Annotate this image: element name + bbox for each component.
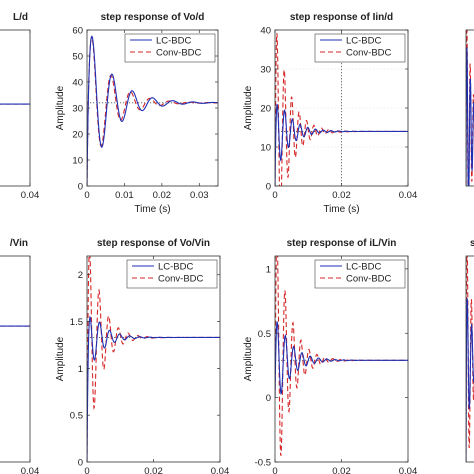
axes-box bbox=[0, 29, 31, 187]
subplot-2: 0 0.01 0.02 0.03 0 10 20 30 40 50 60 step response … bbox=[55, 12, 219, 215]
x-tick-label: 0 bbox=[84, 466, 89, 474]
y-tick-label: 1 bbox=[78, 364, 83, 375]
y-tick-label: 40 bbox=[260, 26, 271, 37]
y-axis-label: Amplitude bbox=[243, 336, 254, 381]
y-tick-label: 2 bbox=[78, 270, 83, 281]
x-axis-label: Time (s) bbox=[134, 204, 170, 215]
subplot-title: s bbox=[470, 238, 474, 249]
x-tick-label: 0.02 bbox=[332, 190, 351, 201]
series-lc-bdc bbox=[275, 103, 408, 186]
x-tick-label: 0.04 bbox=[21, 466, 40, 474]
x-tick-label: 0.04 bbox=[211, 466, 230, 474]
series-lc-bdc bbox=[87, 35, 218, 186]
legend-label: LC-BDC bbox=[158, 262, 194, 273]
y-tick-label: 30 bbox=[260, 65, 271, 76]
x-tick-label: 0.02 bbox=[153, 190, 172, 201]
legend-label: Conv-BDC bbox=[158, 274, 204, 285]
subplot-title: /Vin bbox=[10, 238, 28, 249]
y-tick-label: 0.5 bbox=[70, 411, 83, 422]
y-tick-label: 30 bbox=[72, 104, 83, 115]
y-tick-label: 0 bbox=[78, 458, 83, 469]
x-tick-label: 0.02 bbox=[332, 466, 351, 474]
subplot-4 bbox=[465, 29, 474, 187]
plot-area bbox=[275, 256, 408, 462]
legend-label: Conv-BDC bbox=[156, 48, 202, 59]
series-lc-bdc bbox=[0, 325, 30, 327]
axes-box bbox=[465, 255, 474, 463]
x-tick-label: 0 bbox=[84, 190, 89, 201]
subplot-1: 0.04L/dDCBDC bbox=[0, 12, 39, 201]
y-axis-label: Amplitude bbox=[55, 85, 66, 130]
y-tick-label: 1.5 bbox=[70, 317, 83, 328]
series-lc-bdc bbox=[0, 103, 30, 105]
legend-box bbox=[126, 259, 218, 289]
subplot-6: 0 0.02 0.04 0 0.5 1 1.5 2 step response of Vo/Vi… bbox=[55, 238, 229, 474]
series-conv-bdc bbox=[87, 36, 218, 186]
y-tick-label: 20 bbox=[72, 130, 83, 141]
y-tick-label: 0 bbox=[266, 182, 271, 193]
subplot-5: 0.04/VinDCBDC bbox=[0, 238, 39, 474]
series-lc-bdc bbox=[275, 321, 408, 398]
series-lc-bdc bbox=[87, 315, 220, 462]
x-tick-label: 0.04 bbox=[399, 466, 418, 474]
plot-area bbox=[87, 256, 220, 462]
y-tick-label: 0.5 bbox=[258, 329, 271, 340]
y-axis-label: Amplitude bbox=[243, 85, 254, 130]
x-axis-label: Time (s) bbox=[323, 204, 359, 215]
y-axis-label: Amplitude bbox=[55, 336, 66, 381]
y-tick-label: 60 bbox=[72, 26, 83, 37]
subplot-8: s bbox=[465, 238, 474, 463]
y-tick-label: 1 bbox=[266, 264, 271, 275]
x-tick-label: 0.04 bbox=[21, 190, 40, 201]
legend-label: LC-BDC bbox=[346, 36, 382, 47]
x-tick-label: 0.03 bbox=[190, 190, 209, 201]
subplot-title: step response of Iin/d bbox=[290, 12, 393, 23]
x-tick-label: 0.04 bbox=[399, 190, 418, 201]
legend-box bbox=[124, 33, 216, 63]
y-tick-label: 0 bbox=[78, 182, 83, 193]
plot-area bbox=[0, 256, 30, 462]
legend-label: Conv-BDC bbox=[346, 48, 392, 59]
legend-box bbox=[314, 259, 406, 289]
y-tick-label: 0 bbox=[266, 393, 271, 404]
subplot-3: 0 0.02 0.04 0 10 20 30 40 step response of Iin/d… bbox=[243, 12, 417, 215]
subplot-title: L/d bbox=[13, 12, 28, 23]
x-tick-label: 0.02 bbox=[144, 466, 163, 474]
y-tick-label: 50 bbox=[72, 52, 83, 63]
x-tick-label: 0 bbox=[272, 190, 277, 201]
plot-area bbox=[0, 30, 30, 186]
y-tick-label: -0.5 bbox=[255, 458, 271, 469]
axes-box bbox=[0, 255, 31, 463]
legend-label: Conv-BDC bbox=[346, 274, 392, 285]
x-tick-label: 0.01 bbox=[115, 190, 134, 201]
subplot-title: step response of Vo/d bbox=[101, 12, 205, 23]
x-tick-label: 0 bbox=[272, 466, 277, 474]
legend-label: LC-BDC bbox=[346, 262, 382, 273]
y-tick-label: 20 bbox=[260, 104, 271, 115]
y-tick-label: 10 bbox=[260, 143, 271, 154]
subplot-title: step response of iL/Vin bbox=[287, 238, 397, 249]
legend-box bbox=[314, 33, 406, 63]
axes-box bbox=[465, 29, 474, 187]
legend-label: LC-BDC bbox=[156, 36, 192, 47]
y-tick-label: 40 bbox=[72, 78, 83, 89]
subplot-title: step response of Vo/Vin bbox=[97, 238, 210, 249]
y-tick-label: 10 bbox=[72, 156, 83, 167]
